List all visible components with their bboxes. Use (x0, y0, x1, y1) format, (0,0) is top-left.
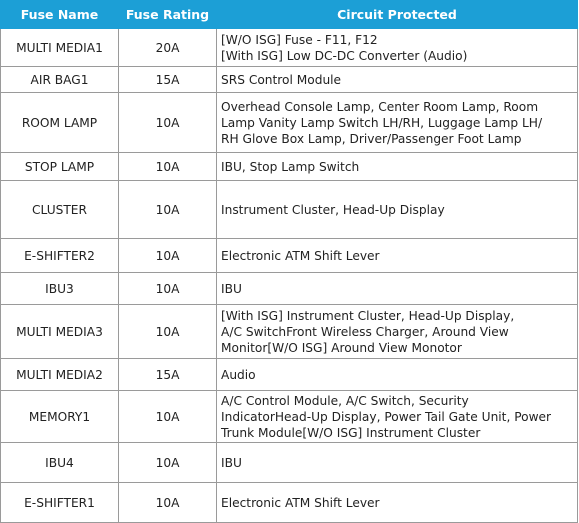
fuse-rating: 10A (118, 180, 217, 239)
circuit-line: Overhead Console Lamp, Center Room Lamp,… (221, 99, 539, 114)
fuse-name: E-SHIFTER1 (0, 482, 119, 523)
circuit-protected: SRS Control Module (216, 66, 578, 93)
circuit-line: A/C SwitchFront Wireless Charger, Around… (221, 324, 509, 339)
fuse-rating: 10A (118, 152, 217, 181)
circuit-line: Monitor[W/O ISG] Around View Monotor (221, 340, 462, 355)
circuit-line: Audio (221, 367, 256, 382)
circuit-line: IBU, Stop Lamp Switch (221, 159, 360, 174)
fuse-name: MULTI MEDIA2 (0, 358, 119, 391)
fuse-name: IBU3 (0, 272, 119, 305)
circuit-protected: [With ISG] Instrument Cluster, Head-Up D… (216, 304, 578, 359)
circuit-protected: Audio (216, 358, 578, 391)
table-body: MULTI MEDIA1 20A [W/O ISG] Fuse - F11, F12… (0, 28, 578, 523)
fuse-rating: 10A (118, 272, 217, 305)
circuit-line: Lamp Vanity Lamp Switch LH/RH, Luggage L… (221, 115, 543, 130)
fuse-name: MULTI MEDIA1 (0, 28, 119, 67)
circuit-line: [With ISG] Low DC-DC Converter (Audio) (221, 48, 468, 63)
circuit-protected: IBU (216, 442, 578, 483)
table-row: MULTI MEDIA2 15A Audio (0, 358, 578, 391)
circuit-protected: Electronic ATM Shift Lever (216, 482, 578, 523)
table-row: STOP LAMP 10A IBU, Stop Lamp Switch (0, 152, 578, 181)
circuit-protected: A/C Control Module, A/C Switch, Security… (216, 390, 578, 443)
column-header: Fuse Name (0, 0, 119, 29)
fuse-name: MULTI MEDIA3 (0, 304, 119, 359)
circuit-protected: Instrument Cluster, Head-Up Display (216, 180, 578, 239)
fuse-rating: 15A (118, 358, 217, 391)
circuit-line: RH Glove Box Lamp, Driver/Passenger Foot… (221, 131, 522, 146)
fuse-name: STOP LAMP (0, 152, 119, 181)
fuse-rating: 10A (118, 442, 217, 483)
circuit-line: Trunk Module[W/O ISG] Instrument Cluster (221, 425, 481, 440)
fuse-name: E-SHIFTER2 (0, 238, 119, 273)
table-row: E-SHIFTER1 10A Electronic ATM Shift Lever (0, 482, 578, 523)
fuse-name: MEMORY1 (0, 390, 119, 443)
circuit-protected: IBU (216, 272, 578, 305)
circuit-line: A/C Control Module, A/C Switch, Security (221, 393, 469, 408)
circuit-protected: [W/O ISG] Fuse - F11, F12 [With ISG] Low … (216, 28, 578, 67)
fuse-rating: 10A (118, 390, 217, 443)
column-header: Fuse Rating (118, 0, 217, 29)
table-row: CLUSTER 10A Instrument Cluster, Head-Up Di… (0, 180, 578, 239)
circuit-line: IBU (221, 281, 242, 296)
circuit-line: [W/O ISG] Fuse - F11, F12 (221, 32, 378, 47)
column-header: Circuit Protected (216, 0, 578, 29)
circuit-protected: Overhead Console Lamp, Center Room Lamp,… (216, 92, 578, 153)
fuse-rating: 10A (118, 482, 217, 523)
circuit-protected: IBU, Stop Lamp Switch (216, 152, 578, 181)
circuit-line: [With ISG] Instrument Cluster, Head-Up D… (221, 308, 515, 323)
circuit-line: Instrument Cluster, Head-Up Display (221, 202, 445, 217)
header-row: Fuse Name Fuse Rating Circuit Protected (0, 0, 578, 29)
table-row: MULTI MEDIA3 10A [With ISG] Instrument Clu… (0, 304, 578, 359)
fuse-name: CLUSTER (0, 180, 119, 239)
fuse-name: ROOM LAMP (0, 92, 119, 153)
table-row: MEMORY1 10A A/C Control Module, A/C Switch… (0, 390, 578, 443)
circuit-protected: Electronic ATM Shift Lever (216, 238, 578, 273)
fuse-rating: 10A (118, 92, 217, 153)
fuse-rating: 10A (118, 238, 217, 273)
table-row: IBU4 10A IBU (0, 442, 578, 483)
fuse-rating: 15A (118, 66, 217, 93)
circuit-line: SRS Control Module (221, 72, 342, 87)
table-row: MULTI MEDIA1 20A [W/O ISG] Fuse - F11, F12… (0, 28, 578, 67)
circuit-line: Electronic ATM Shift Lever (221, 248, 380, 263)
circuit-line: IndicatorHead-Up Display, Power Tail Gat… (221, 409, 552, 424)
fuse-rating: 20A (118, 28, 217, 67)
fuse-name: AIR BAG1 (0, 66, 119, 93)
circuit-line: Electronic ATM Shift Lever (221, 495, 380, 510)
table-row: ROOM LAMP 10A Overhead Console Lamp, Cente… (0, 92, 578, 153)
table-row: E-SHIFTER2 10A Electronic ATM Shift Lever (0, 238, 578, 273)
table-row: AIR BAG1 15A SRS Control Module (0, 66, 578, 93)
circuit-line: IBU (221, 455, 242, 470)
fuse-rating: 10A (118, 304, 217, 359)
fuse-name: IBU4 (0, 442, 119, 483)
table-row: IBU3 10A IBU (0, 272, 578, 305)
